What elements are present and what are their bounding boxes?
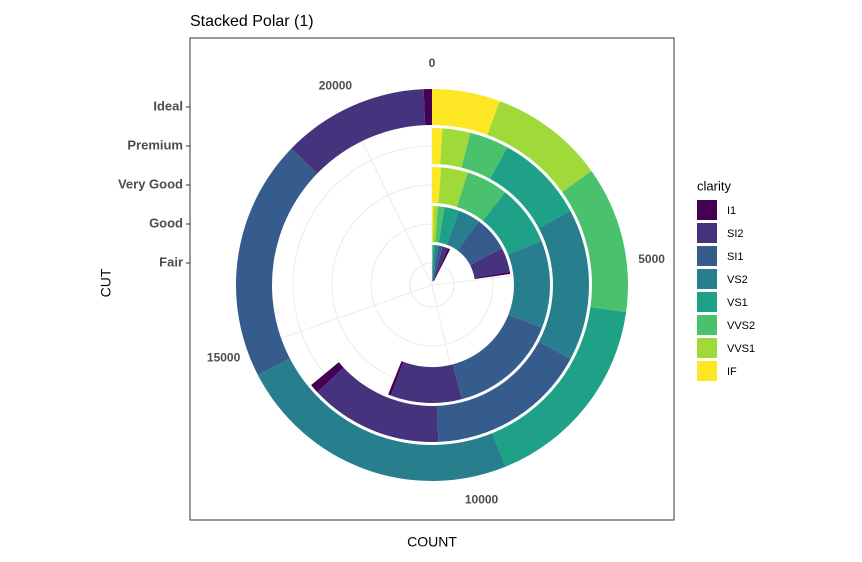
y-axis-title: CUT	[98, 268, 114, 297]
bar-segment	[391, 362, 462, 403]
theta-tick-label: 5000	[638, 252, 665, 266]
legend-label: VVS2	[727, 320, 755, 332]
legend-label: SI1	[727, 251, 744, 263]
legend-key	[697, 246, 717, 266]
legend-key	[697, 223, 717, 243]
legend-key	[697, 338, 717, 358]
legend-key	[697, 200, 717, 220]
bar-segment	[432, 89, 500, 135]
y-tick-label: Very Good	[118, 176, 183, 191]
y-tick-label: Premium	[127, 137, 183, 152]
legend-label: IF	[727, 366, 737, 378]
y-tick-label: Ideal	[153, 98, 183, 113]
theta-tick-label: 20000	[319, 78, 353, 92]
bar-segment	[291, 89, 425, 173]
legend-key	[697, 315, 717, 335]
legend-label: I1	[727, 205, 736, 217]
legend-key	[697, 269, 717, 289]
theta-tick-label: 0	[429, 56, 436, 70]
theta-tick-label: 10000	[465, 493, 499, 507]
bar-segment	[508, 241, 550, 328]
theta-tick-label: 15000	[207, 351, 241, 365]
legend-label: VS2	[727, 274, 748, 286]
legend-key	[697, 361, 717, 381]
x-axis-title: COUNT	[407, 534, 457, 550]
legend-label: VVS1	[727, 343, 755, 355]
legend-title: clarity	[697, 178, 731, 193]
y-tick-label: Good	[149, 215, 183, 230]
chart-title: Stacked Polar (1)	[190, 13, 314, 30]
legend-label: SI2	[727, 228, 744, 240]
legend-key	[697, 292, 717, 312]
y-tick-label: Fair	[159, 254, 183, 269]
legend-label: VS1	[727, 297, 748, 309]
